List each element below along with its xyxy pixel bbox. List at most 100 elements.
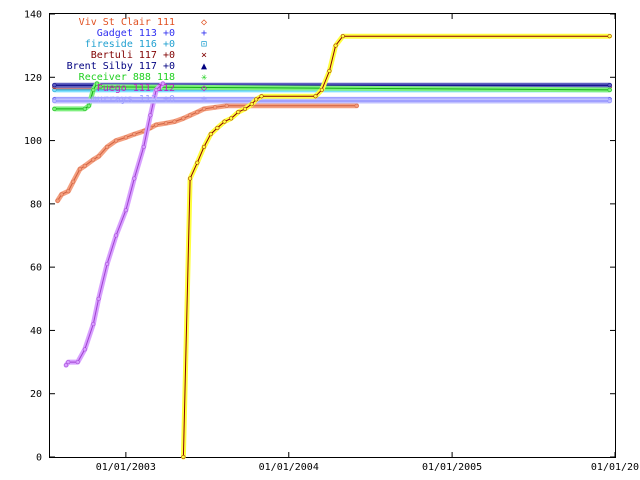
data-point	[222, 119, 227, 124]
data-point	[172, 119, 177, 124]
x-axis: 01/01/2003 01/01/2004 01/01/2005 01/01/20	[96, 14, 639, 473]
data-point	[96, 296, 101, 301]
data-point	[249, 102, 254, 107]
data-point	[208, 132, 213, 137]
x-tick-label: 01/01/20	[591, 462, 639, 473]
data-point	[188, 113, 193, 118]
data-point	[105, 144, 110, 149]
data-point	[52, 98, 57, 104]
data-point	[91, 157, 96, 162]
x-tick-label: 01/01/2003	[96, 462, 156, 473]
legend-label: Brent Silby 117 +0	[67, 61, 175, 72]
legend-marker-icon: ▲	[201, 61, 207, 72]
data-point	[259, 94, 264, 99]
series-7	[52, 98, 613, 104]
data-point	[123, 135, 128, 140]
data-point	[354, 103, 359, 108]
legend-marker-icon: +	[201, 28, 207, 39]
legend-marker-icon: ×	[201, 50, 207, 61]
data-point	[181, 454, 186, 460]
data-point	[340, 34, 345, 39]
data-point	[148, 113, 153, 118]
data-point	[160, 81, 165, 86]
data-point	[75, 360, 80, 365]
data-point	[213, 105, 218, 110]
data-point	[154, 122, 159, 127]
legend-label: Fuego 111 112	[97, 83, 175, 94]
data-point	[86, 103, 91, 108]
data-point	[236, 110, 241, 115]
y-tick-label: 100	[24, 136, 42, 147]
y-tick-label: 0	[36, 453, 42, 464]
data-point	[607, 34, 612, 39]
data-point	[71, 179, 76, 184]
data-point	[98, 84, 103, 89]
data-point	[132, 132, 137, 137]
data-point	[327, 68, 332, 74]
y-tick-label: 20	[30, 389, 42, 400]
data-point	[313, 94, 318, 99]
data-point	[55, 198, 60, 203]
data-point	[52, 106, 57, 111]
data-point	[607, 83, 612, 88]
data-point	[52, 83, 57, 88]
legend-label: Receiver 888 118	[79, 72, 175, 83]
data-point	[77, 167, 82, 172]
legend-label: murrays 113 +0	[91, 94, 175, 105]
data-point	[66, 360, 71, 365]
data-point	[242, 106, 248, 111]
data-point	[229, 116, 234, 121]
data-point	[201, 106, 207, 111]
data-point	[66, 189, 71, 194]
data-point	[154, 87, 159, 92]
legend-label: Bertuli 117 +0	[91, 50, 175, 61]
series-5	[52, 81, 613, 112]
legend-marker-icon: ⊡	[201, 39, 207, 50]
y-axis: 0 20 40 60 80 100 120 140	[24, 10, 615, 464]
legend-marker-icon: +	[201, 94, 207, 105]
x-tick-label: 01/01/2004	[259, 462, 319, 473]
legend: Viv St Clair 111 ◇ Gadget 113 +0 + fireside …	[67, 17, 207, 105]
series-line	[65, 83, 164, 366]
legend-label: fireside 116 +0	[85, 39, 175, 50]
y-tick-label: 40	[30, 326, 42, 337]
data-point	[141, 144, 146, 149]
data-point	[82, 106, 87, 111]
data-point	[91, 87, 96, 92]
data-point	[224, 103, 229, 108]
series-6	[63, 81, 166, 368]
data-point	[96, 154, 101, 159]
data-point	[94, 81, 99, 86]
data-point	[195, 160, 200, 165]
y-tick-label: 80	[30, 199, 42, 210]
data-point	[91, 322, 96, 327]
data-point	[59, 192, 64, 197]
data-point	[163, 121, 169, 126]
x-tick-label: 01/01/2005	[422, 462, 482, 473]
legend-label: Gadget 113 +0	[97, 28, 175, 39]
series-layer	[52, 33, 613, 460]
data-point	[333, 43, 338, 48]
data-point	[82, 163, 87, 168]
data-point	[188, 176, 193, 181]
data-point	[607, 98, 612, 104]
data-point	[114, 138, 119, 143]
data-point	[123, 208, 128, 213]
y-tick-label: 60	[30, 263, 42, 274]
data-point	[132, 176, 137, 181]
y-tick-label: 120	[24, 73, 42, 84]
series-8	[180, 33, 613, 460]
data-point	[607, 87, 612, 92]
data-point	[201, 144, 207, 149]
data-point	[64, 363, 69, 368]
y-tick-label: 140	[24, 10, 42, 21]
data-point	[254, 97, 259, 102]
data-point	[181, 116, 186, 121]
data-point	[195, 110, 200, 115]
data-point	[105, 261, 110, 267]
data-point	[82, 347, 87, 352]
legend-marker-icon: ◇	[201, 17, 207, 28]
legend-marker-icon: ◇	[201, 83, 207, 94]
legend-marker-icon: ✳	[201, 72, 207, 83]
